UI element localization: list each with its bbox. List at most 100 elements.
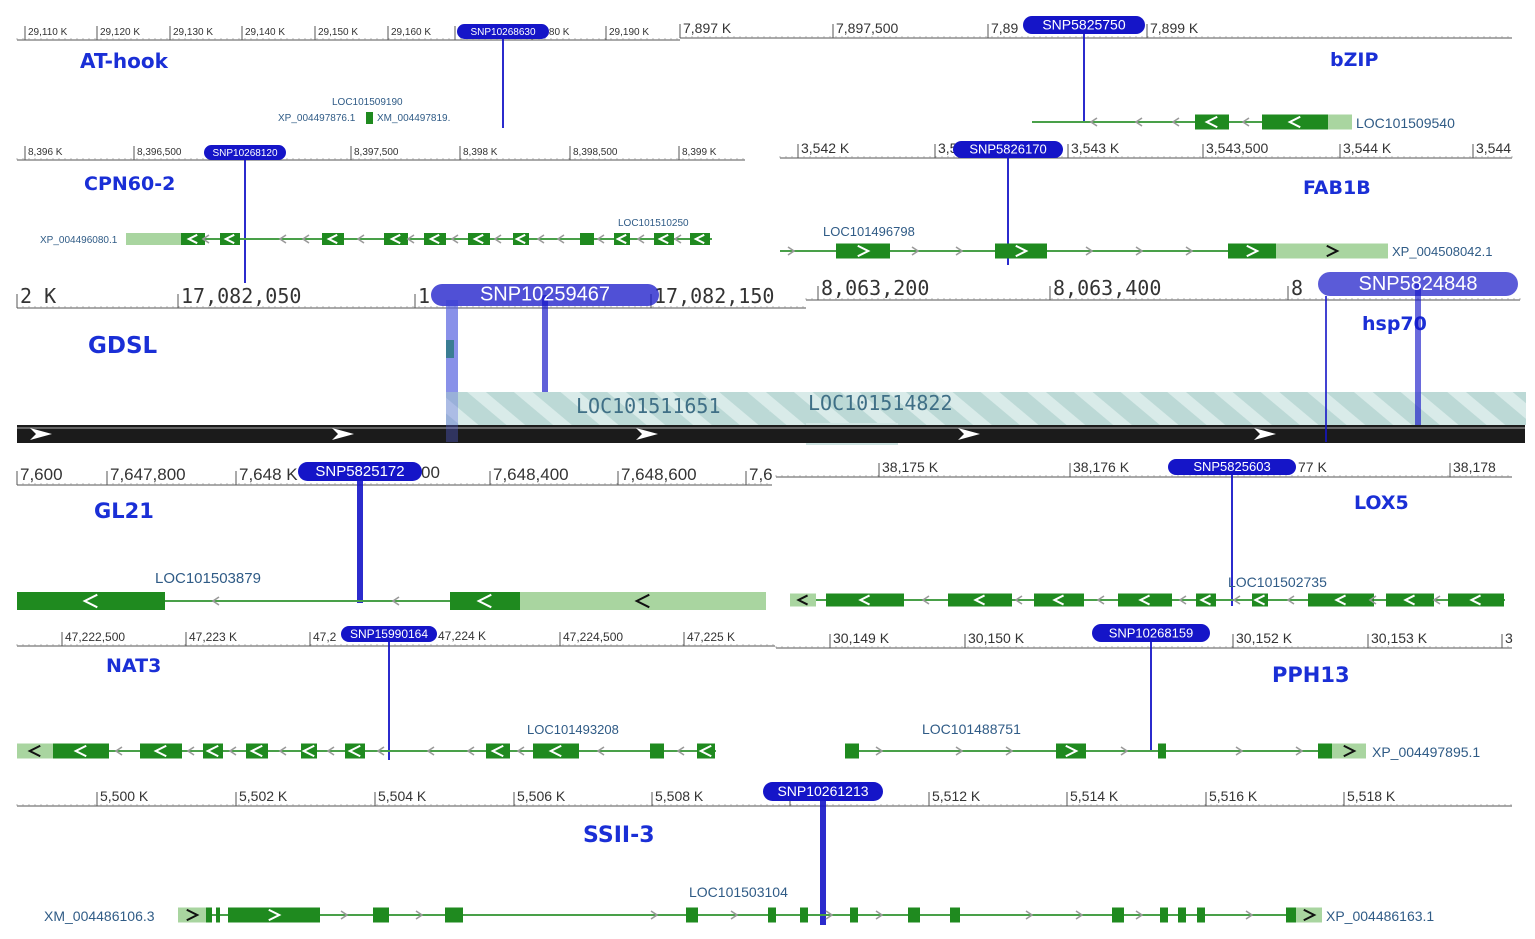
utr-block (17, 743, 53, 759)
snp-label: SNP5825172 (315, 463, 404, 480)
exon-block (1034, 593, 1084, 607)
strand-arrow-icon (825, 910, 834, 920)
tick-label: 5,516 K (1209, 788, 1258, 804)
panel-lox5: 38,175 K 38,176 K 38,178 77 K LOX5 SNP5825603… (775, 459, 1512, 607)
strand-arrow-icon (875, 910, 884, 920)
feature-label: LOC101509190 (332, 97, 403, 108)
feature-label: XM_004497819. (377, 113, 450, 124)
strand-right-icon (186, 908, 200, 922)
tick-label: 29,150 K (318, 27, 358, 38)
tick-label: 7,89 (991, 20, 1018, 36)
tick-label: 77 K (1298, 459, 1327, 475)
strand-arrow-icon (1134, 117, 1143, 127)
exon-block (366, 112, 373, 124)
feature-label: LOC101488751 (922, 721, 1021, 737)
tick-label: 29,110 K (28, 27, 68, 38)
tick-label: 7,648,400 (493, 465, 569, 484)
snp-marker (298, 462, 422, 481)
exon-block (322, 233, 344, 245)
utr-block (1296, 907, 1322, 923)
gene-label: hsp70 (1362, 313, 1427, 335)
gene-label: CPN60-2 (84, 173, 175, 195)
strand-arrow-icon (406, 234, 415, 244)
exon-block (697, 743, 715, 759)
strand-left-icon (205, 744, 219, 758)
strand-arrow-icon (301, 234, 310, 244)
utr-block (520, 592, 766, 610)
strand-arrow-icon (340, 910, 349, 920)
exon-block (1318, 743, 1332, 759)
feature-label: XP_004508042.1 (1392, 244, 1492, 259)
snp-label: SNP5826170 (969, 142, 1046, 157)
strand-arrow-icon (391, 596, 400, 606)
feature-label: LOC101503104 (689, 884, 788, 900)
exon-block (1160, 907, 1168, 923)
tick-label: 30,152 K (1236, 630, 1293, 646)
strand-left-icon (389, 233, 401, 245)
feature-label: XP_004496080.1 (40, 235, 118, 246)
panel-gdsl: 2 K 17,082,050 1 17,082,150 GDSL SNP10259467 L… (16, 283, 1526, 440)
strand-arrow-icon (186, 746, 195, 756)
exon-block (908, 907, 920, 923)
strand-right-icon (332, 428, 354, 440)
strand-arrow-icon (911, 246, 920, 256)
exon-block (345, 743, 365, 759)
exon-block (181, 233, 205, 245)
exon-block (1262, 114, 1328, 130)
snp-marker (1318, 272, 1518, 296)
exon-block (654, 233, 674, 245)
exon-block (203, 743, 223, 759)
strand-right-icon (1303, 908, 1317, 922)
strand-left-icon (615, 233, 627, 245)
strand-arrow-icon (673, 234, 682, 244)
exon-block (948, 593, 1012, 607)
exon-block (995, 243, 1047, 259)
strand-arrow-icon (1245, 910, 1254, 920)
strand-left-icon (476, 593, 492, 609)
exon-block (424, 233, 446, 245)
strand-right-icon (1065, 744, 1079, 758)
exon-block (450, 592, 520, 610)
exon-block (486, 743, 510, 759)
exon-block (140, 743, 182, 759)
tick-label: 8,396,500 (137, 147, 182, 158)
feature-label: XP_004497876.1 (278, 113, 356, 124)
snp-label: SNP15990164 (350, 627, 428, 641)
strand-arrow-icon (1295, 746, 1304, 756)
strand-left-icon (249, 744, 263, 758)
strand-left-icon (1138, 594, 1150, 606)
exon-block (800, 907, 808, 923)
utr-block (790, 593, 816, 607)
tick-label: 3,543 K (1071, 140, 1120, 156)
exon-block (1158, 743, 1166, 759)
genomic-bar (17, 425, 1525, 443)
tick-label: 7,647,800 (110, 465, 186, 484)
tick-label: 3,544 K (1343, 140, 1392, 156)
strand-left-icon (73, 744, 87, 758)
strand-left-icon (1199, 594, 1211, 606)
exon-block (1195, 114, 1229, 130)
strand-right-icon (1015, 244, 1029, 258)
strand-arrow-icon (1075, 910, 1084, 920)
tick-label: 9,180 K (535, 27, 570, 38)
strand-arrow-icon (921, 595, 930, 605)
utr-block (1328, 114, 1352, 130)
exon-block (826, 593, 904, 607)
strand-left-icon (657, 233, 669, 245)
tick-label: 8,396 K (28, 147, 63, 158)
exon-block (1118, 593, 1172, 607)
strand-left-icon (1253, 594, 1265, 606)
strand-left-icon (82, 593, 98, 609)
tick-label: 17,082,050 (181, 284, 301, 308)
tick-label: 29,160 K (391, 27, 431, 38)
strand-left-icon (1287, 115, 1301, 129)
tick-label: 30,149 K (833, 630, 890, 646)
exon-block (216, 907, 220, 923)
strand-arrow-icon (556, 234, 565, 244)
exon-block (533, 743, 579, 759)
snp-marker (1023, 16, 1145, 34)
feature-label: XP_004486163.1 (1326, 908, 1434, 924)
strand-left-icon (428, 233, 440, 245)
snp-label: SNP10268159 (1109, 625, 1194, 640)
